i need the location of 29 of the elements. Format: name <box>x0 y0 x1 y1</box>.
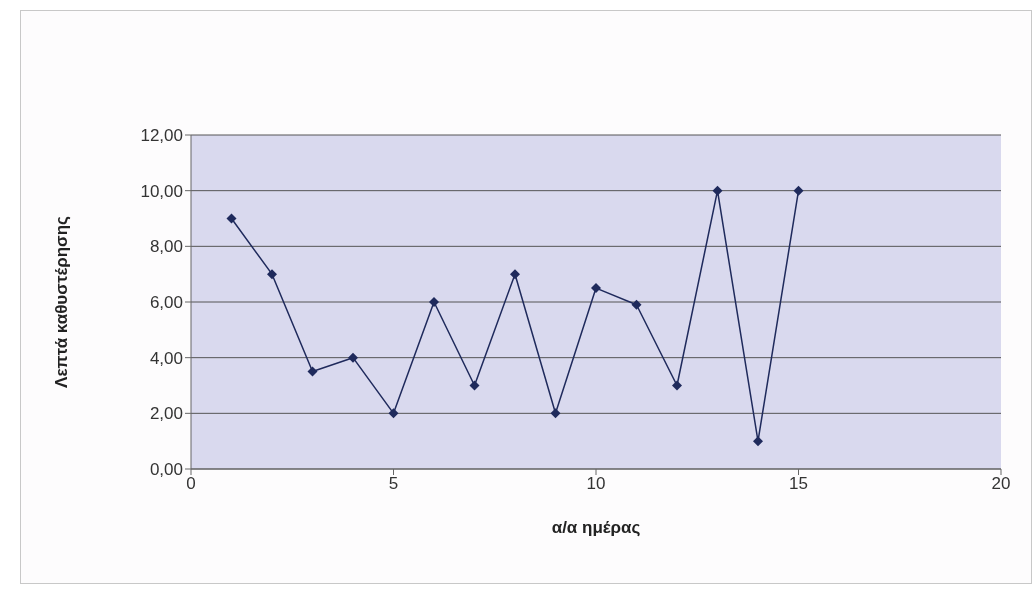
point <box>226 213 237 224</box>
x-tick-label: 0 <box>186 474 196 494</box>
y-axis-title: Λεπτά καθυστέρησης <box>52 215 72 388</box>
point <box>469 380 480 391</box>
y-tick-label: 8,00 <box>149 237 183 257</box>
x-tick-label: 10 <box>586 474 606 494</box>
x-tick-label: 20 <box>991 474 1011 494</box>
point <box>307 366 318 377</box>
point <box>267 269 277 280</box>
point <box>550 408 561 419</box>
y-tick-label: 4,00 <box>149 348 183 368</box>
x-tick-label: 15 <box>789 474 808 494</box>
y-tick-label: 10,00 <box>140 181 183 201</box>
point <box>672 380 682 391</box>
y-tick-label: 12,00 <box>140 126 183 146</box>
x-axis-title: α/α ημέρας <box>551 518 641 537</box>
point <box>793 185 804 196</box>
x-tick-label: 5 <box>388 474 399 494</box>
point <box>429 297 439 307</box>
point <box>348 352 358 363</box>
y-tick-label: 2,00 <box>149 404 183 424</box>
point <box>591 283 601 294</box>
point <box>631 299 642 310</box>
point <box>753 436 763 447</box>
y-tick-label: 6,00 <box>149 293 183 313</box>
point <box>510 269 520 280</box>
point <box>712 185 723 196</box>
point <box>388 408 399 419</box>
y-tick-label: 0,00 <box>149 460 183 480</box>
